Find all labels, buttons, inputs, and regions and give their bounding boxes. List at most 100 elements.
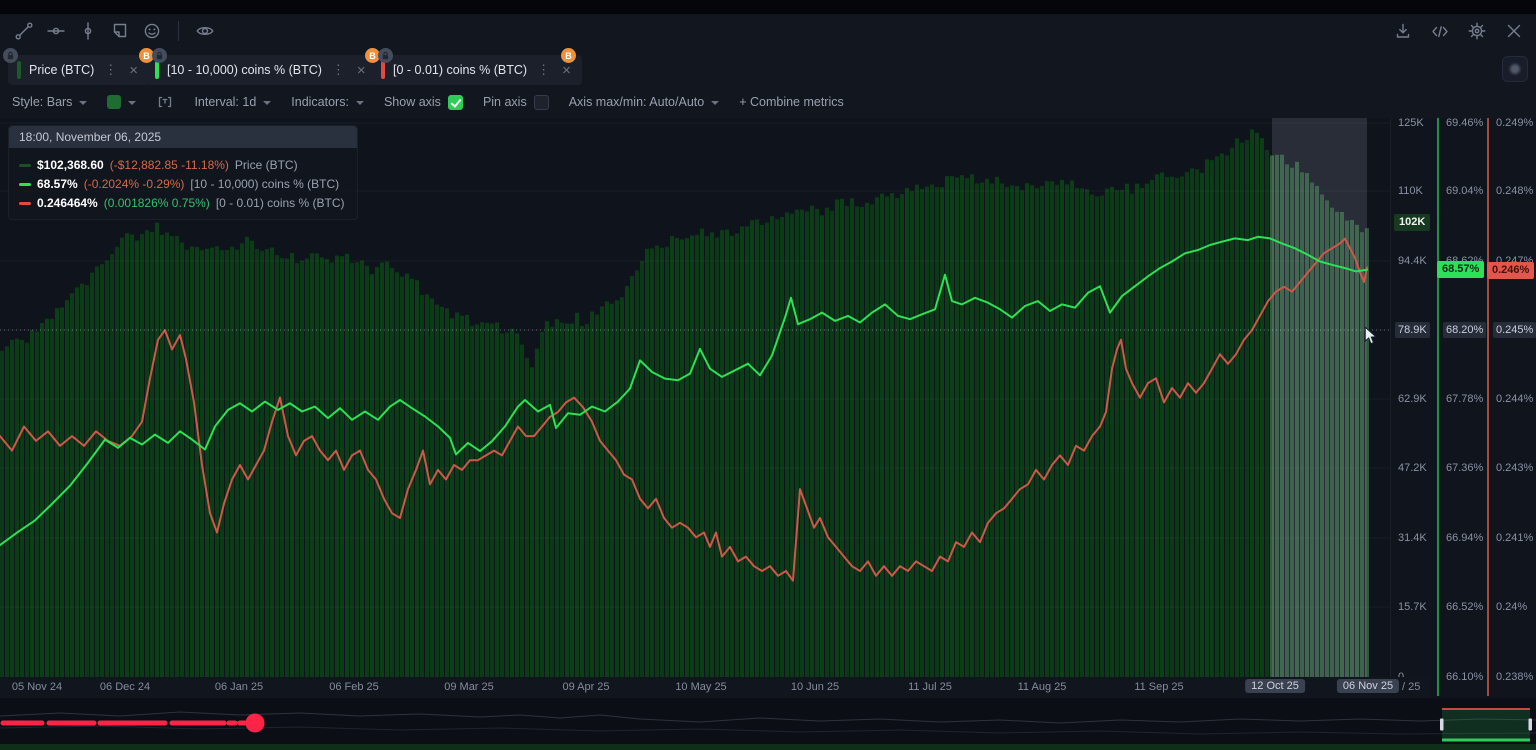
btc-asset-badge: B <box>365 48 380 63</box>
toolbar-divider <box>178 21 179 41</box>
btc-asset-badge: B <box>139 48 154 63</box>
date-label: 06 Nov 25 <box>1336 679 1400 693</box>
download-icon[interactable] <box>1393 21 1413 41</box>
tooltip-series-label: [0 - 0.01) coins % (BTC) <box>215 196 345 210</box>
minimap-brush-selection[interactable] <box>1442 709 1530 740</box>
series-dash <box>19 163 31 167</box>
last-price-badge: 102K <box>1394 214 1431 231</box>
eye-icon[interactable] <box>195 21 215 41</box>
show-axis-label: Show axis <box>383 95 441 109</box>
brush-right-handle[interactable] <box>1528 718 1533 731</box>
style-selector[interactable]: Style: Bars <box>12 95 88 109</box>
date-label: 11 Jul 25 <box>908 681 952 693</box>
combine-metrics-button[interactable]: + Combine metrics <box>739 95 844 109</box>
tab-close-icon[interactable]: × <box>562 61 571 79</box>
date-label: 06 Jan 25 <box>214 681 264 693</box>
right-axis-panel[interactable]: 125K110K94.4K78.9K62.9K47.2K31.4K15.7K06… <box>1390 117 1536 698</box>
chevron-down-icon <box>355 101 364 105</box>
series-color-swatch <box>107 95 122 109</box>
mouse-cursor <box>1364 326 1379 350</box>
axis-tick-label-green: 67.36% <box>1446 462 1484 474</box>
chevron-down-icon <box>79 101 88 105</box>
tooltip-change: (-0.2024% -0.29%) <box>83 177 185 191</box>
metric-tab-label: [0 - 0.01) coins % (BTC) <box>393 63 528 77</box>
pin-axis-toggle[interactable]: Pin axis <box>482 94 549 110</box>
tooltip-value: $102,368.60 <box>37 158 104 172</box>
date-label: 09 Apr 25 <box>562 681 610 693</box>
date-label: 05 Nov 24 <box>11 681 63 693</box>
toolbar-right-group <box>1393 14 1524 48</box>
metric-tab-1[interactable]: Price (BTC) ⋮ × <box>3 48 150 85</box>
lock-icon <box>3 48 18 63</box>
close-icon[interactable] <box>1504 21 1524 41</box>
tab-menu-icon[interactable]: ⋮ <box>331 62 345 77</box>
tab-close-icon[interactable]: × <box>129 61 139 79</box>
axis-tick-label-price: 31.4K <box>1398 532 1427 544</box>
tooltip-row: 0.246464% (0.001826% 0.75%) [0 - 0.01) coi… <box>19 196 345 210</box>
lock-icon <box>152 48 167 63</box>
metric-tab-3[interactable]: B [0 - 0.01) coins % (BTC) ⋮ × <box>365 48 582 85</box>
combine-metrics-label: + Combine metrics <box>739 95 844 109</box>
series-dash <box>19 182 31 186</box>
axis-tick-label-green: 66.10% <box>1446 671 1484 683</box>
chevron-down-icon <box>263 101 272 105</box>
tooltip-change: (0.001826% 0.75%) <box>103 196 210 210</box>
chart-canvas[interactable] <box>0 118 1390 677</box>
axis-tick-label-red: 0.244% <box>1496 393 1534 405</box>
tooltip-body: $102,368.60 (-$12,882.85 -11.18%) Price (B… <box>9 148 357 219</box>
date-label: 06 Feb 25 <box>329 681 379 693</box>
tab-menu-icon[interactable]: ⋮ <box>104 62 118 77</box>
pin-axis-checkbox[interactable] <box>533 94 549 110</box>
indicators-selector-label: Indicators: <box>291 95 349 109</box>
gear-icon[interactable] <box>1467 21 1487 41</box>
date-label: 11 Sep 25 <box>1134 681 1184 693</box>
tooltip-change: (-$12,882.85 -11.18%) <box>109 158 229 172</box>
brush-left-handle[interactable] <box>1440 718 1444 731</box>
window-top-strip <box>0 0 1536 14</box>
emoji-icon[interactable] <box>142 21 162 41</box>
widget-toggle-button[interactable] <box>1502 56 1528 82</box>
tab-close-icon[interactable]: × <box>356 61 366 79</box>
axis-tick-label-green: 68.20% <box>1443 322 1487 338</box>
axis-tick-label-green: 69.46% <box>1446 117 1484 129</box>
price-bars <box>0 129 1369 677</box>
metric-color-bar <box>155 61 159 79</box>
axis-tick-label-green: 66.52% <box>1446 601 1484 613</box>
code-icon[interactable] <box>1430 21 1450 41</box>
hover-highlight-band <box>1272 118 1367 677</box>
show-axis-toggle[interactable]: Show axis <box>383 94 463 110</box>
indicators-selector[interactable]: Indicators: <box>291 95 364 109</box>
playback-scrubber-handle[interactable] <box>245 713 265 733</box>
axis-tick-label-price: 47.2K <box>1398 462 1427 474</box>
axis-maxmin-selector[interactable]: Axis max/min: Auto/Auto <box>568 95 720 109</box>
timeline-minimap[interactable] <box>0 698 1536 750</box>
interval-selector[interactable]: Interval: 1d <box>194 95 272 109</box>
tab-menu-icon[interactable]: ⋮ <box>537 62 551 77</box>
axis-tick-label-green: 69.04% <box>1446 185 1484 197</box>
axis-tick-label-price: 125K <box>1398 117 1424 129</box>
x-axis-dates-row[interactable]: 05 Nov 24 06 Dec 24 06 Jan 25 06 Feb 25 09 M… <box>0 677 1430 698</box>
note-icon[interactable] <box>110 21 130 41</box>
axis-placement-button[interactable] <box>156 94 174 110</box>
pin-axis-label: Pin axis <box>482 95 527 109</box>
axis-maxmin-label: Axis max/min: Auto/Auto <box>568 95 705 109</box>
series-color-selector[interactable] <box>107 95 137 109</box>
chevron-down-icon <box>128 101 137 105</box>
trend-line-icon[interactable] <box>14 21 34 41</box>
metric-color-bar <box>17 61 21 79</box>
horizontal-line-icon[interactable] <box>46 21 66 41</box>
chevron-down-icon <box>711 101 720 105</box>
tooltip-series-label: [10 - 10,000) coins % (BTC) <box>190 177 340 191</box>
show-axis-checkbox[interactable] <box>447 94 463 110</box>
red-axis-line <box>1487 118 1489 696</box>
tooltip-value: 68.57% <box>37 177 78 191</box>
minimap-preview-line <box>0 711 1536 724</box>
btc-asset-badge: B <box>561 48 576 63</box>
metric-tab-2[interactable]: B [10 - 10,000) coins % (BTC) ⋮ × <box>139 48 377 85</box>
tooltip-row: $102,368.60 (-$12,882.85 -11.18%) Price (B… <box>19 158 345 172</box>
chart-plot-area[interactable] <box>0 118 1390 677</box>
green-series-line <box>0 235 1368 547</box>
axis-tick-label-red: 0.24% <box>1496 601 1528 613</box>
vertical-line-icon[interactable] <box>78 21 98 41</box>
